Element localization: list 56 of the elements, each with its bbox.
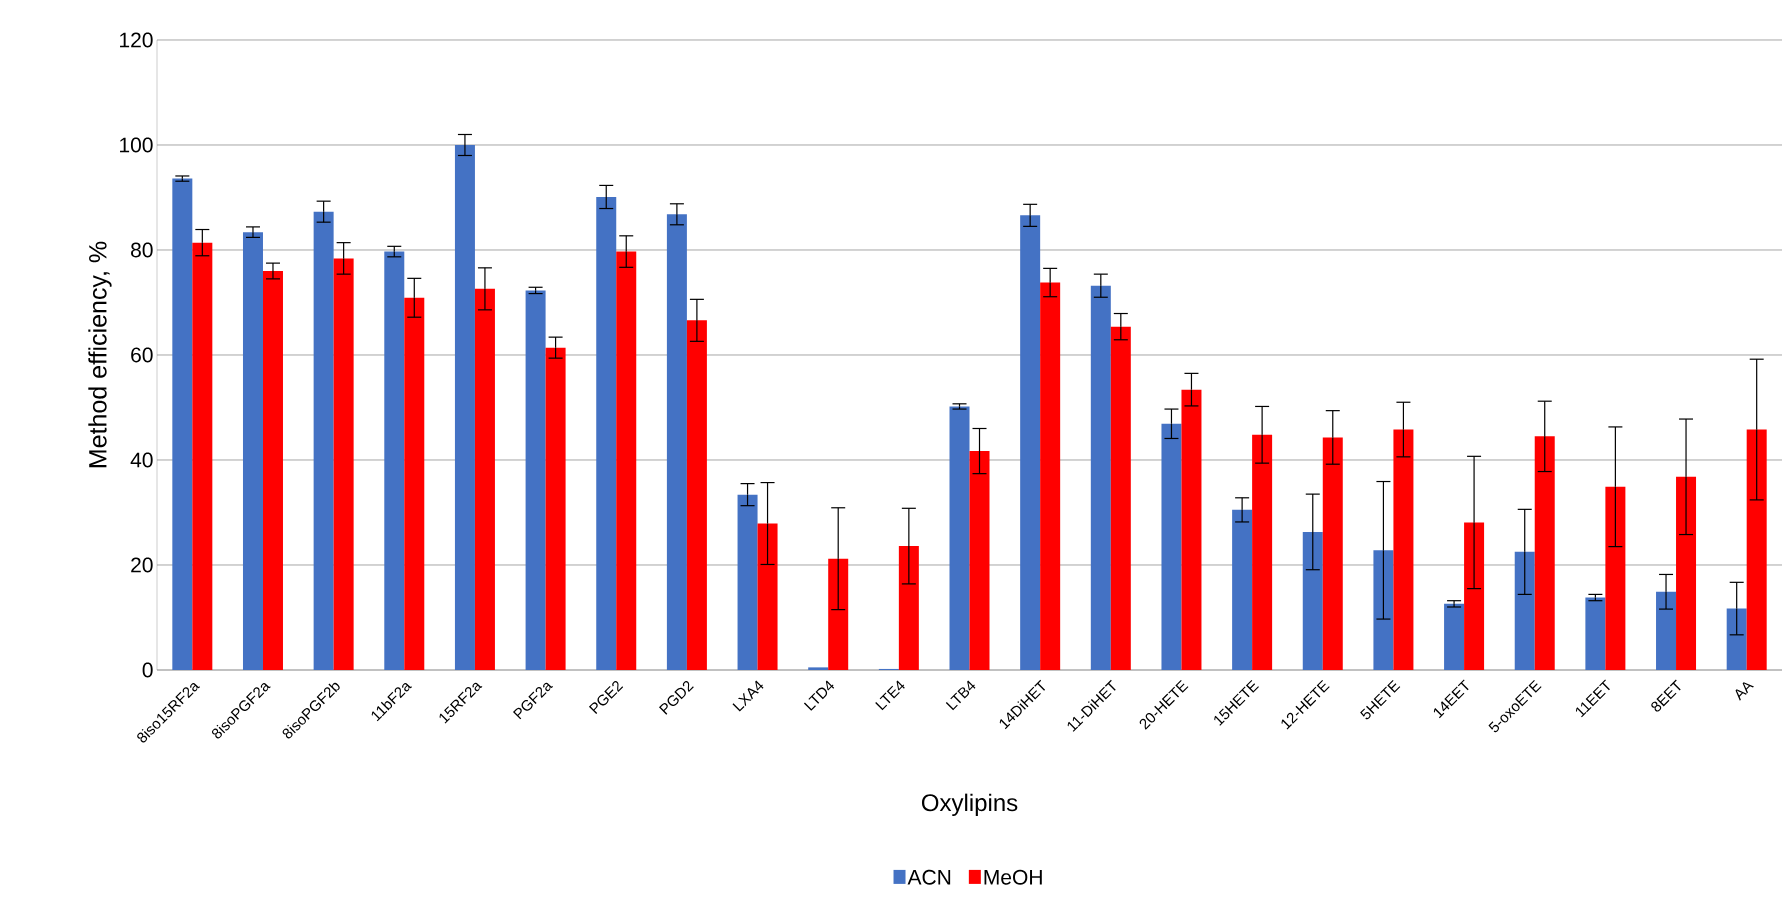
bar <box>1464 522 1485 670</box>
bar <box>1161 423 1182 670</box>
bar <box>525 290 546 670</box>
legend-label: MeOH <box>984 869 1042 885</box>
bar <box>898 546 919 670</box>
x-axis-title: Oxylipins <box>921 793 1018 817</box>
y-tick-label: 120 <box>120 32 153 48</box>
bar <box>1534 436 1555 670</box>
bar <box>333 258 354 670</box>
bar <box>737 494 758 670</box>
bar <box>1302 531 1323 670</box>
bar <box>828 558 849 670</box>
bar <box>1746 429 1767 670</box>
y-tick-label: 0 <box>142 662 153 678</box>
bar <box>1656 591 1677 670</box>
bar <box>969 451 990 670</box>
bar <box>172 178 193 670</box>
bar <box>1090 285 1111 670</box>
bar <box>1232 509 1253 670</box>
bar <box>1444 603 1465 670</box>
bar <box>1393 429 1414 670</box>
bar <box>1181 389 1202 670</box>
bar <box>686 320 707 670</box>
bar <box>545 347 566 670</box>
bar <box>1585 597 1606 670</box>
bar <box>808 667 829 670</box>
bar <box>1514 551 1535 670</box>
bar <box>1605 486 1626 670</box>
bar <box>313 211 334 670</box>
bar <box>474 288 495 670</box>
bar <box>192 242 213 670</box>
bar <box>1110 326 1131 670</box>
bar <box>242 232 263 670</box>
y-tick-label: 80 <box>131 242 153 258</box>
y-tick-label: 40 <box>130 452 153 468</box>
bar <box>1040 282 1061 670</box>
bar <box>1726 608 1747 670</box>
bar <box>384 251 405 670</box>
bar <box>404 297 425 670</box>
bar <box>1676 476 1697 670</box>
bar <box>949 406 970 670</box>
x-tick-label: AA <box>1735 682 1754 701</box>
legend-label: ACN <box>907 869 951 885</box>
bar <box>1020 215 1041 670</box>
bar <box>596 196 617 670</box>
y-tick-label: 100 <box>120 137 153 153</box>
y-tick-label: 60 <box>131 347 153 363</box>
bar <box>1252 434 1273 670</box>
bar <box>666 214 687 670</box>
y-tick-label: 20 <box>131 557 153 573</box>
bar <box>262 271 283 670</box>
y-axis-title: Method efficiency, % <box>88 241 112 468</box>
bar <box>1322 437 1343 670</box>
bar <box>757 523 778 670</box>
bar <box>454 144 475 670</box>
bar <box>616 251 637 670</box>
